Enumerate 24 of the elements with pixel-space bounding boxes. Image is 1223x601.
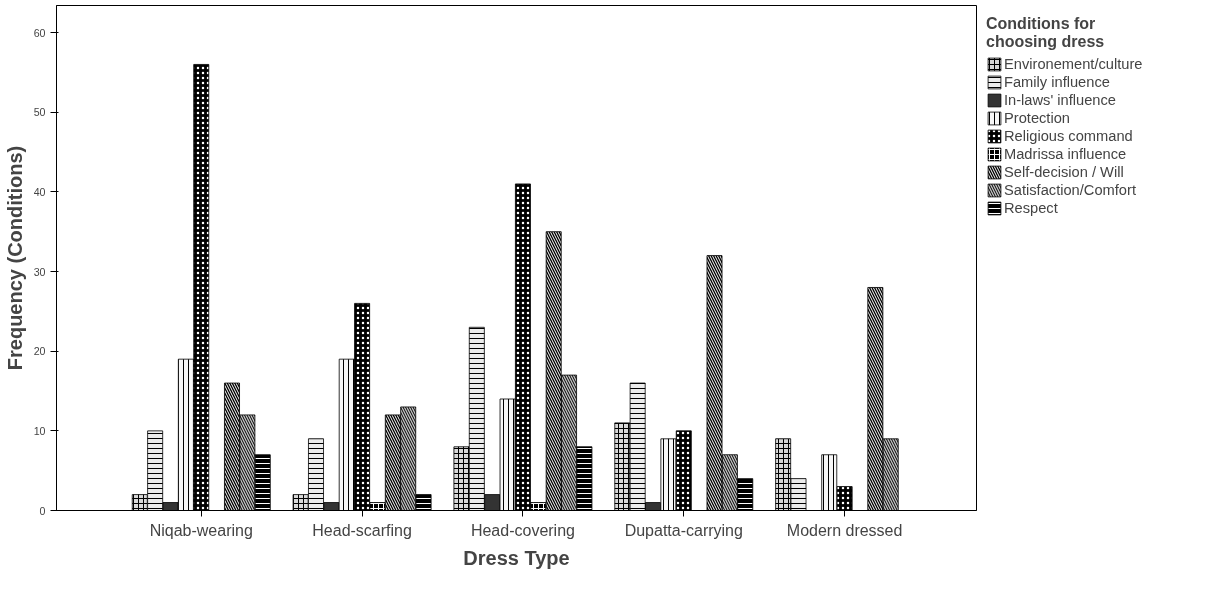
y-tick-label: 20 [33, 345, 46, 358]
legend-title: Conditions for choosing dress [986, 15, 1106, 51]
legend-label: In-laws' influence [1004, 92, 1116, 108]
y-tick-label: 10 [33, 424, 46, 437]
x-tick-label: Niqab-wearing [149, 521, 253, 539]
legend-label: Environement/culture [1004, 56, 1143, 72]
legend-label: Religious command [1004, 128, 1133, 144]
x-tick-label: Head-covering [470, 521, 575, 539]
y-tick-label: 30 [33, 265, 46, 278]
x-tick-label: Modern dressed [786, 521, 903, 539]
x-axis-title: Dress Type [463, 546, 570, 569]
legend-label: Satisfaction/Comfort [1004, 182, 1136, 198]
x-tick-label: Head-scarfing [312, 521, 412, 539]
legend-label: Protection [1004, 110, 1070, 126]
y-tick-label: 40 [33, 185, 46, 198]
legend-label: Madrissa influence [1004, 146, 1127, 162]
y-tick-label: 60 [33, 26, 46, 39]
y-tick-label: 50 [33, 106, 46, 119]
x-tick-label: Dupatta-carrying [624, 521, 743, 539]
y-axis-title: Frequency (Conditions) [3, 145, 26, 371]
y-tick-label: 0 [39, 504, 46, 517]
legend-label: Respect [1004, 200, 1058, 216]
legend-label: Self-decision / Will [1004, 164, 1124, 180]
legend-label: Family influence [1004, 74, 1110, 90]
